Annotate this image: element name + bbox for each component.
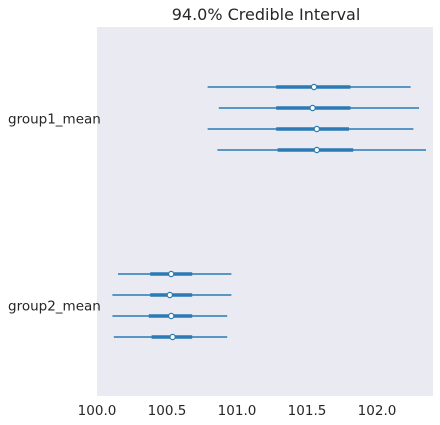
plot-marks xyxy=(112,83,426,341)
group-labels: group1_mean group2_mean xyxy=(8,112,101,315)
group-label: group1_mean xyxy=(8,112,101,128)
median-point xyxy=(313,146,320,154)
group-group1_mean xyxy=(207,83,426,154)
median-point xyxy=(169,333,176,341)
group-group2_mean xyxy=(112,270,232,341)
x-tick-label: 101.0 xyxy=(218,403,257,419)
median-point xyxy=(166,291,173,299)
plot-area xyxy=(97,27,433,396)
group-label: group2_mean xyxy=(8,299,101,315)
x-tick-label: 100.5 xyxy=(148,403,187,419)
x-axis-ticks: 100.0 100.5 101.0 101.5 102.0 xyxy=(78,403,397,419)
x-tick-label: 100.0 xyxy=(78,403,117,419)
median-point xyxy=(167,270,175,278)
chart-title: 94.0% Credible Interval xyxy=(172,5,361,24)
median-point xyxy=(167,312,175,320)
x-tick-label: 102.0 xyxy=(358,403,397,419)
median-point xyxy=(310,83,318,91)
median-point xyxy=(313,125,320,133)
median-point xyxy=(309,104,316,112)
x-tick-label: 101.5 xyxy=(288,403,327,419)
